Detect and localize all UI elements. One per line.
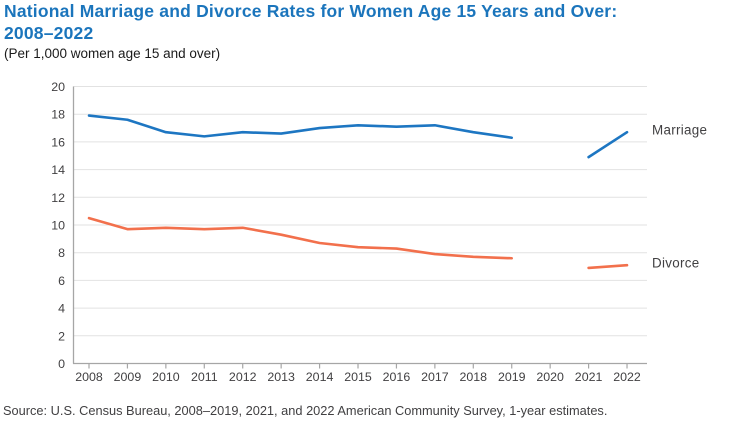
- series-line-divorce: [587, 263, 629, 270]
- series-line-divorce: [87, 216, 514, 260]
- x-tick-label: 2015: [344, 370, 372, 384]
- y-tick-label: 12: [51, 191, 65, 205]
- x-tick-label: 2012: [229, 370, 257, 384]
- x-tick-label: 2019: [498, 370, 526, 384]
- series-label-marriage: Marriage: [652, 123, 707, 138]
- x-tick-label: 2018: [460, 370, 488, 384]
- series-line-marriage: [587, 130, 629, 159]
- y-tick-label: 10: [51, 219, 65, 233]
- x-tick-label: 2011: [191, 370, 218, 384]
- chart-title: National Marriage and Divorce Rates for …: [4, 1, 734, 44]
- y-tick-label: 4: [58, 302, 65, 316]
- x-tick-label: 2010: [152, 370, 180, 384]
- source-note: Source: U.S. Census Bureau, 2008–2019, 2…: [3, 403, 608, 418]
- chart-subtitle: (Per 1,000 women age 15 and over): [4, 46, 221, 61]
- y-tick-label: 20: [51, 80, 65, 94]
- y-tick-label: 6: [58, 274, 65, 288]
- x-tick-label: 2017: [421, 370, 449, 384]
- x-tick-label: 2009: [114, 370, 142, 384]
- series-line-marriage: [87, 114, 514, 140]
- series-label-divorce: Divorce: [652, 256, 700, 271]
- y-tick-label: 0: [58, 357, 65, 371]
- x-tick-label: 2021: [575, 370, 603, 384]
- x-tick-label: 2014: [306, 370, 334, 384]
- y-tick-label: 18: [51, 108, 65, 122]
- x-tick-label: 2022: [613, 370, 641, 384]
- x-tick-label: 2020: [536, 370, 564, 384]
- x-tick-label: 2016: [383, 370, 411, 384]
- x-tick-label: 2008: [75, 370, 103, 384]
- chart-title-line1: National Marriage and Divorce Rates for …: [4, 1, 618, 21]
- y-tick-label: 2: [58, 329, 65, 343]
- y-tick-label: 16: [51, 135, 65, 149]
- x-tick-label: 2013: [267, 370, 295, 384]
- y-tick-label: 14: [51, 163, 65, 177]
- chart-title-line2: 2008–2022: [4, 22, 94, 43]
- y-tick-label: 8: [58, 246, 65, 260]
